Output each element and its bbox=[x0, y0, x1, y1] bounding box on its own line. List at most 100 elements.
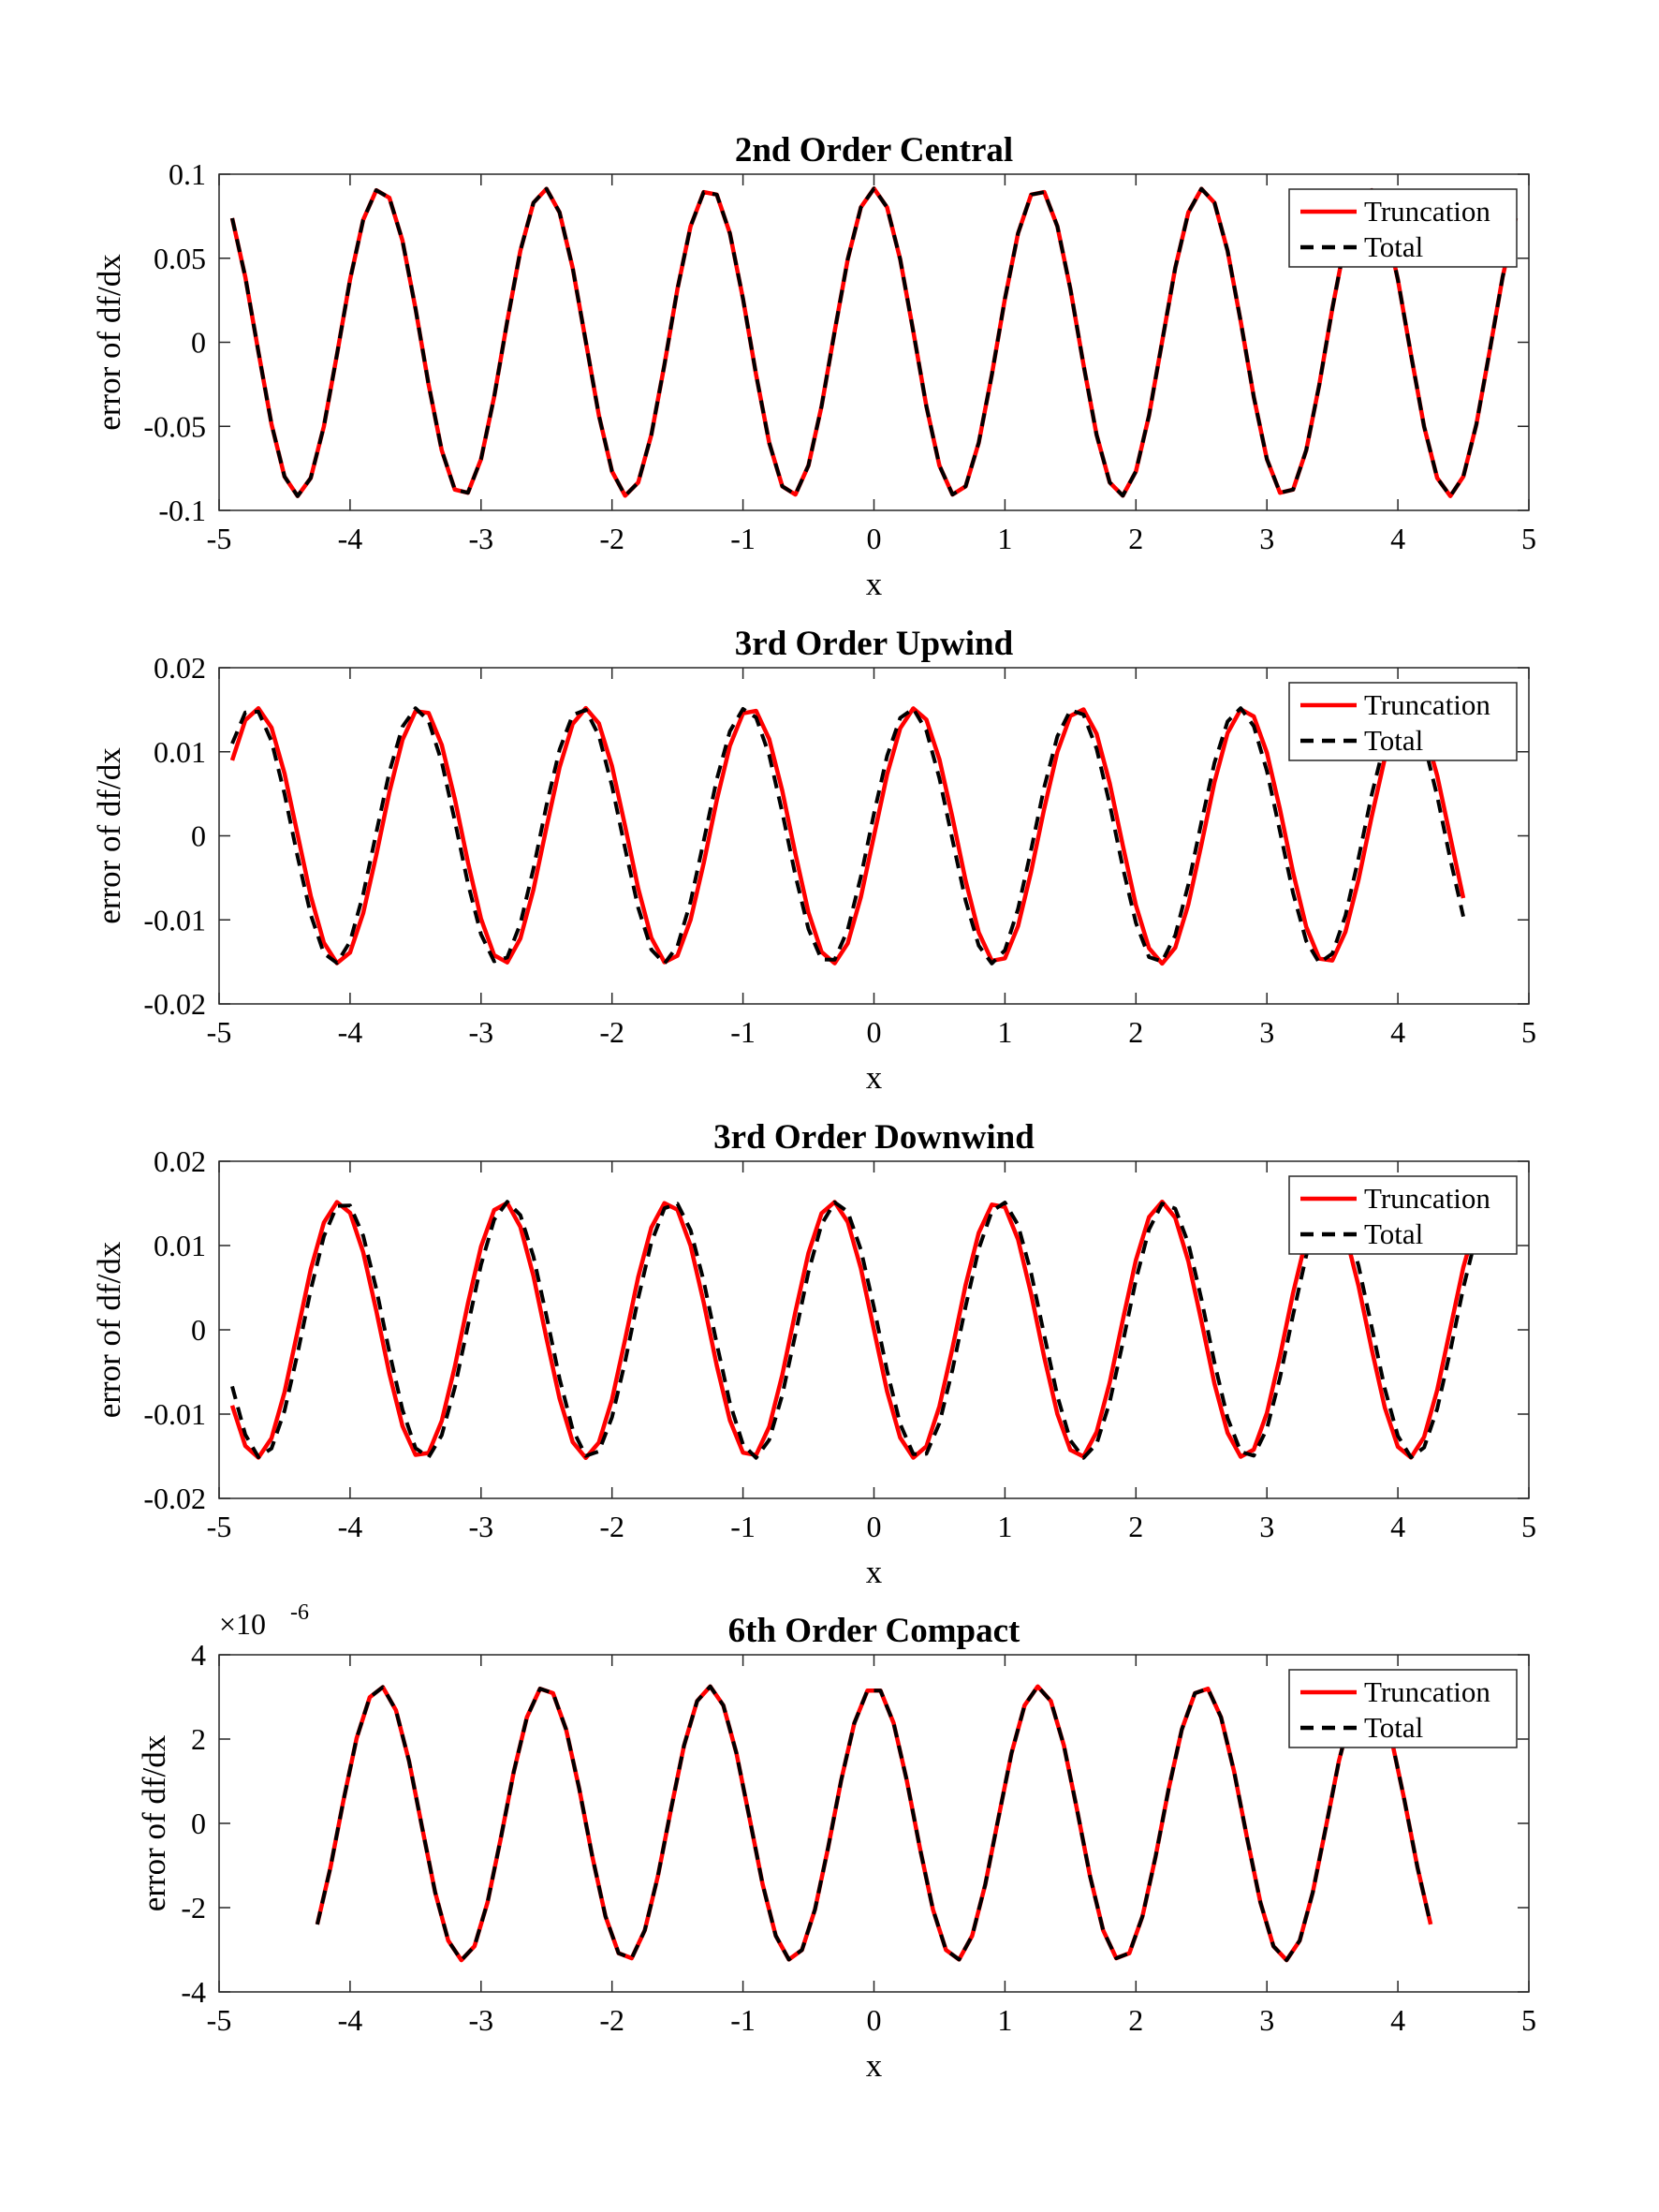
chart-panel-1: -5 -4 -3 -2 -1 0 1 2 3 4 5 -0.1 -0.05 0 0.05 0.1 2nd Ord… bbox=[91, 131, 1536, 602]
x-tick-label: 1 bbox=[997, 1015, 1012, 1049]
y-tick-label: 0.01 bbox=[154, 1229, 206, 1262]
x-tick-label: 5 bbox=[1521, 522, 1536, 555]
x-axis-label: x bbox=[866, 1059, 883, 1096]
y-tick-label: 0.02 bbox=[154, 1144, 206, 1178]
x-tick-label: 5 bbox=[1521, 1510, 1536, 1543]
series-line-total bbox=[230, 1200, 1504, 1460]
y-tick-label: 4 bbox=[191, 1638, 206, 1672]
x-tick-label: 4 bbox=[1390, 2003, 1405, 2037]
x-tick-label: 0 bbox=[867, 522, 882, 555]
y-axis-exponent-power: -6 bbox=[290, 1600, 309, 1625]
legend-label-truncation: Truncation bbox=[1364, 688, 1490, 721]
y-tick-label: 0 bbox=[191, 326, 206, 360]
y-tick-label: -0.1 bbox=[158, 494, 206, 527]
x-tick-label: 4 bbox=[1390, 1510, 1405, 1543]
x-tick-label: 2 bbox=[1128, 1510, 1143, 1543]
legend-label-total: Total bbox=[1364, 1711, 1423, 1744]
series-line-truncation bbox=[229, 1199, 1505, 1461]
chart-panel-2: -5 -4 -3 -2 -1 0 1 2 3 4 5 -0.02 -0.01 0 0.01 0.02 3rd O… bbox=[91, 625, 1536, 1096]
x-tick-label: -5 bbox=[207, 2003, 232, 2037]
y-tick-label: -0.02 bbox=[143, 987, 206, 1021]
x-tick-label: 0 bbox=[867, 1510, 882, 1543]
x-tick-label: 2 bbox=[1128, 2003, 1143, 2037]
legend-label-total: Total bbox=[1364, 1217, 1423, 1250]
x-tick-label: -2 bbox=[599, 522, 624, 555]
x-tick-label: -5 bbox=[207, 1510, 232, 1543]
x-tick-label: 5 bbox=[1521, 2003, 1536, 2037]
y-tick-label: -0.01 bbox=[143, 1397, 206, 1431]
y-axis-label: error of df/dx bbox=[91, 1241, 127, 1418]
legend-box bbox=[1288, 1175, 1518, 1255]
x-axis-label: x bbox=[866, 2047, 883, 2084]
x-tick-label: 5 bbox=[1521, 1015, 1536, 1049]
y-tick-label: 0 bbox=[191, 819, 206, 853]
legend-label-truncation: Truncation bbox=[1364, 1675, 1490, 1708]
series-line-total bbox=[230, 706, 1465, 966]
y-tick-label: -0.02 bbox=[143, 1482, 206, 1515]
y-tick-label: -2 bbox=[181, 1891, 206, 1924]
legend-label-total: Total bbox=[1364, 230, 1423, 263]
x-tick-label: -4 bbox=[338, 2003, 363, 2037]
x-tick-label: -1 bbox=[730, 1015, 756, 1049]
legend-box bbox=[1288, 188, 1518, 268]
x-tick-label: -3 bbox=[468, 2003, 493, 2037]
chart-title: 2nd Order Central bbox=[735, 131, 1013, 170]
x-tick-label: 4 bbox=[1390, 1015, 1405, 1049]
x-tick-label: -4 bbox=[338, 1015, 363, 1049]
y-axis-label: error of df/dx bbox=[136, 1734, 172, 1911]
x-tick-label: 0 bbox=[867, 1015, 882, 1049]
y-tick-label: 0.02 bbox=[154, 651, 206, 685]
x-tick-label: -5 bbox=[207, 1015, 232, 1049]
y-tick-label: 2 bbox=[191, 1722, 206, 1756]
x-tick-label: 3 bbox=[1259, 1015, 1274, 1049]
y-tick-label: -4 bbox=[181, 1975, 206, 2009]
legend-label-truncation: Truncation bbox=[1364, 1182, 1490, 1215]
x-tick-label: -2 bbox=[599, 1015, 624, 1049]
chart-panel-3: -5 -4 -3 -2 -1 0 1 2 3 4 5 -0.02 -0.01 0 0.01 0.02 3rd O… bbox=[91, 1118, 1536, 1590]
x-tick-label: -4 bbox=[338, 522, 363, 555]
x-tick-label: 3 bbox=[1259, 522, 1274, 555]
x-tick-label: 3 bbox=[1259, 1510, 1274, 1543]
x-tick-label: 1 bbox=[997, 522, 1012, 555]
x-tick-label: -1 bbox=[730, 1510, 756, 1543]
x-tick-label: -3 bbox=[468, 1015, 493, 1049]
x-tick-label: -4 bbox=[338, 1510, 363, 1543]
chart-title: 3rd Order Downwind bbox=[713, 1118, 1035, 1157]
y-tick-label: -0.01 bbox=[143, 903, 206, 936]
series-line-total bbox=[315, 1684, 1433, 1963]
y-tick-label: 0.1 bbox=[169, 157, 206, 191]
x-tick-label: -2 bbox=[599, 2003, 624, 2037]
x-tick-label: -1 bbox=[730, 2003, 756, 2037]
legend-label-total: Total bbox=[1364, 724, 1423, 757]
x-tick-label: 4 bbox=[1390, 522, 1405, 555]
y-axis-exponent: ×10 bbox=[219, 1607, 266, 1641]
chart-title: 3rd Order Upwind bbox=[735, 625, 1014, 663]
x-tick-label: -3 bbox=[468, 1510, 493, 1543]
x-tick-label: -5 bbox=[207, 522, 232, 555]
x-tick-label: 1 bbox=[997, 1510, 1012, 1543]
y-tick-label: 0.05 bbox=[154, 242, 206, 275]
y-axis-label: error of df/dx bbox=[91, 747, 127, 924]
y-tick-label: 0 bbox=[191, 1806, 206, 1840]
legend-box bbox=[1288, 1669, 1518, 1748]
x-tick-label: -2 bbox=[599, 1510, 624, 1543]
chart-title: 6th Order Compact bbox=[728, 1612, 1020, 1650]
y-tick-label: -0.05 bbox=[143, 409, 206, 443]
x-tick-label: 3 bbox=[1259, 2003, 1274, 2037]
y-axis-label: error of df/dx bbox=[91, 254, 127, 431]
x-tick-label: -1 bbox=[730, 522, 756, 555]
x-tick-label: 0 bbox=[867, 2003, 882, 2037]
x-axis-label: x bbox=[866, 566, 883, 602]
series-line-total bbox=[230, 186, 1518, 498]
x-tick-label: 1 bbox=[997, 2003, 1012, 2037]
x-axis-label: x bbox=[866, 1554, 883, 1590]
x-tick-label: 2 bbox=[1128, 1015, 1143, 1049]
x-tick-label: 2 bbox=[1128, 522, 1143, 555]
x-tick-label: -3 bbox=[468, 522, 493, 555]
